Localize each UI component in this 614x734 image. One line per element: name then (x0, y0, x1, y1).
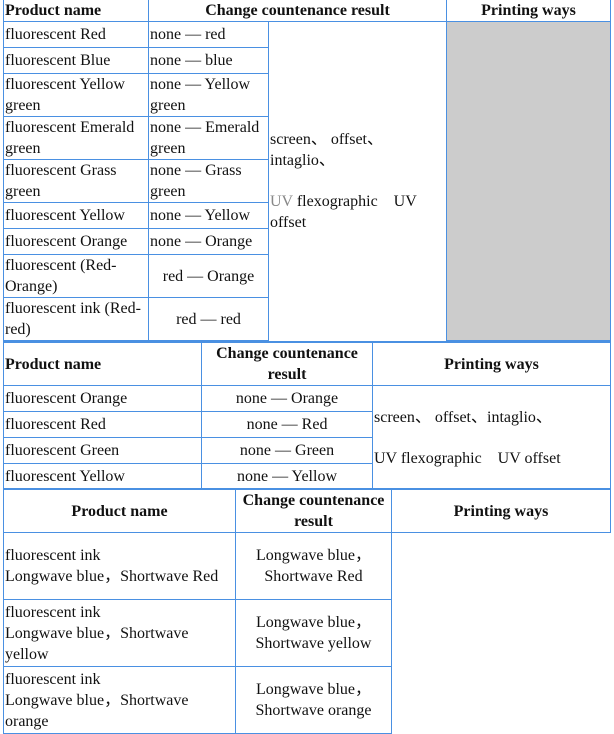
printing-ways-cell: screen、 offset、intaglio、 UV flexographic… (372, 385, 611, 490)
fluorescent-table-1: Product name Change countenance result P… (3, 0, 611, 341)
fluorescent-table-2: Product name Change countenance result P… (3, 341, 611, 490)
shaded-cell (446, 21, 611, 341)
product-name: fluorescent ink (Red-red) (3, 297, 149, 341)
result-line1: Longwave blue， (255, 547, 372, 564)
product-name: fluorescent ink Longwave blue，Shortwave R… (3, 532, 236, 600)
header-change-result: Change countenance result (148, 0, 447, 22)
header-product-name: Product name (3, 488, 236, 533)
change-result: Longwave blue， Shortwave Red (235, 532, 392, 600)
change-result: none — Green (201, 437, 373, 464)
change-result: none — Yellow (201, 463, 373, 490)
fluorescent-table-3: Product name Change countenance result P… (3, 488, 611, 734)
header-product-name: Product name (3, 341, 202, 386)
header-product-name: Product name (3, 0, 149, 22)
change-result: none — Yellow (148, 202, 269, 229)
product-name: fluorescent ink Longwave blue，Shortwave o… (3, 666, 236, 734)
change-result: red — red (148, 297, 269, 341)
product-line2: Longwave blue，Shortwave yellow (5, 624, 189, 663)
change-result: Longwave blue， Shortwave yellow (235, 599, 392, 667)
header-change-result: Change countenance result (235, 488, 392, 533)
product-name: fluorescent (Red-Orange) (3, 254, 149, 298)
header-printing-ways: Printing ways (391, 488, 611, 533)
printing-ways-line2: UV flexographic UV offset (374, 449, 561, 467)
change-result: none — Orange (148, 228, 269, 255)
product-name: fluorescent Blue (3, 47, 149, 74)
product-name: fluorescent Emerald green (3, 116, 149, 160)
change-result: none — Orange (201, 385, 373, 412)
printing-ways-line2: UV flexographic UV offset (270, 191, 445, 233)
change-result: none — Grass green (148, 159, 269, 203)
product-name: fluorescent ink Longwave blue，Shortwave y… (3, 599, 236, 667)
change-result: none — Yellow green (148, 73, 269, 117)
product-line1: fluorescent ink (5, 603, 101, 621)
product-line1: fluorescent ink (5, 670, 101, 688)
product-name: fluorescent Red (3, 411, 202, 438)
printing-ways-line1: screen、 offset、intaglio、 (270, 131, 384, 170)
product-name: fluorescent Yellow (3, 463, 202, 490)
result-line1: Longwave blue， (255, 681, 372, 698)
header-printing-ways: Printing ways (372, 341, 611, 386)
result-line2: Shortwave Red (264, 568, 363, 585)
product-line1: fluorescent ink (5, 547, 101, 564)
product-name: fluorescent Orange (3, 228, 149, 255)
change-result: none — Red (201, 411, 373, 438)
product-name: fluorescent Yellow (3, 202, 149, 229)
printing-ways-rest: flexographic UV offset (270, 193, 417, 232)
product-name: fluorescent Orange (3, 385, 202, 412)
product-line2: Longwave blue，Shortwave Red (5, 568, 219, 585)
result-line1: Longwave blue， (255, 614, 372, 631)
header-change-result: Change countenance result (201, 341, 373, 386)
printing-ways-empty (391, 532, 611, 734)
product-name: fluorescent Red (3, 21, 149, 48)
product-name: fluorescent Grass green (3, 159, 149, 203)
change-result: Longwave blue， Shortwave orange (235, 666, 392, 734)
product-line2: Longwave blue，Shortwave orange (5, 691, 189, 730)
change-result: red — Orange (148, 254, 269, 298)
result-line2: Shortwave yellow (255, 635, 372, 652)
header-printing-ways: Printing ways (446, 0, 611, 22)
product-name: fluorescent Yellow green (3, 73, 149, 117)
result-line2: Shortwave orange (255, 702, 372, 719)
printing-uv: UV (270, 193, 293, 211)
printing-ways-line1: screen、 offset、intaglio、 (374, 408, 552, 426)
change-result: none — blue (148, 47, 269, 74)
printing-ways-cell: screen、 offset、intaglio、 UV flexographic… (268, 21, 447, 341)
product-name: fluorescent Green (3, 437, 202, 464)
change-result: none — red (148, 21, 269, 48)
change-result: none — Emerald green (148, 116, 269, 160)
